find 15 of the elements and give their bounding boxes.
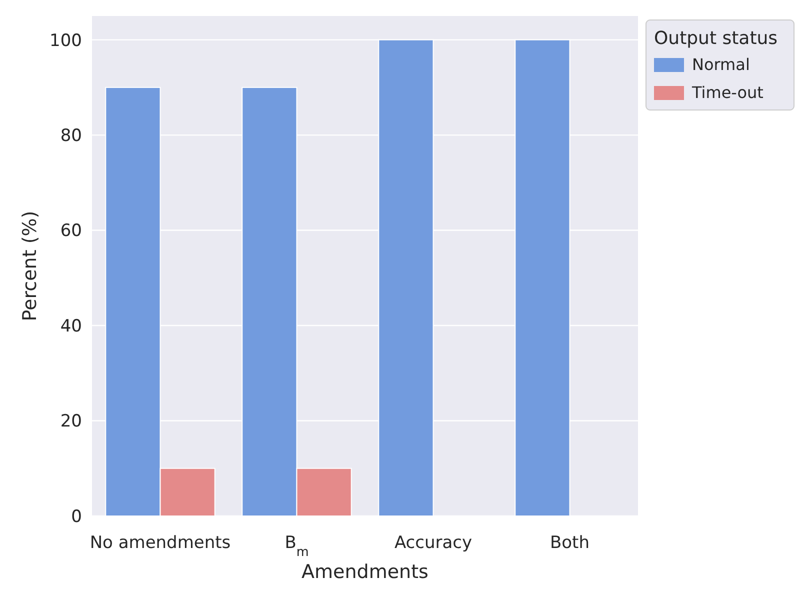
legend-title: Output status — [654, 28, 778, 49]
legend-label: Normal — [692, 55, 750, 74]
x-tick-label: Accuracy — [394, 533, 472, 553]
legend-label: Time-out — [691, 83, 764, 102]
x-tick-label: Both — [550, 533, 590, 553]
x-tick-label: B$_{m}$ — [284, 533, 309, 560]
y-tick-label: 0 — [71, 506, 82, 527]
y-tick-label: 60 — [60, 221, 82, 242]
y-tick-label: 100 — [50, 30, 82, 51]
x-axis-title: Amendments — [302, 561, 428, 583]
y-axis-title: Percent (%) — [19, 210, 41, 322]
x-tick-label: No amendments — [90, 533, 231, 553]
y-tick-label: 80 — [60, 126, 82, 146]
y-tick-label: 40 — [60, 316, 82, 336]
y-tick-label: 20 — [60, 412, 82, 432]
